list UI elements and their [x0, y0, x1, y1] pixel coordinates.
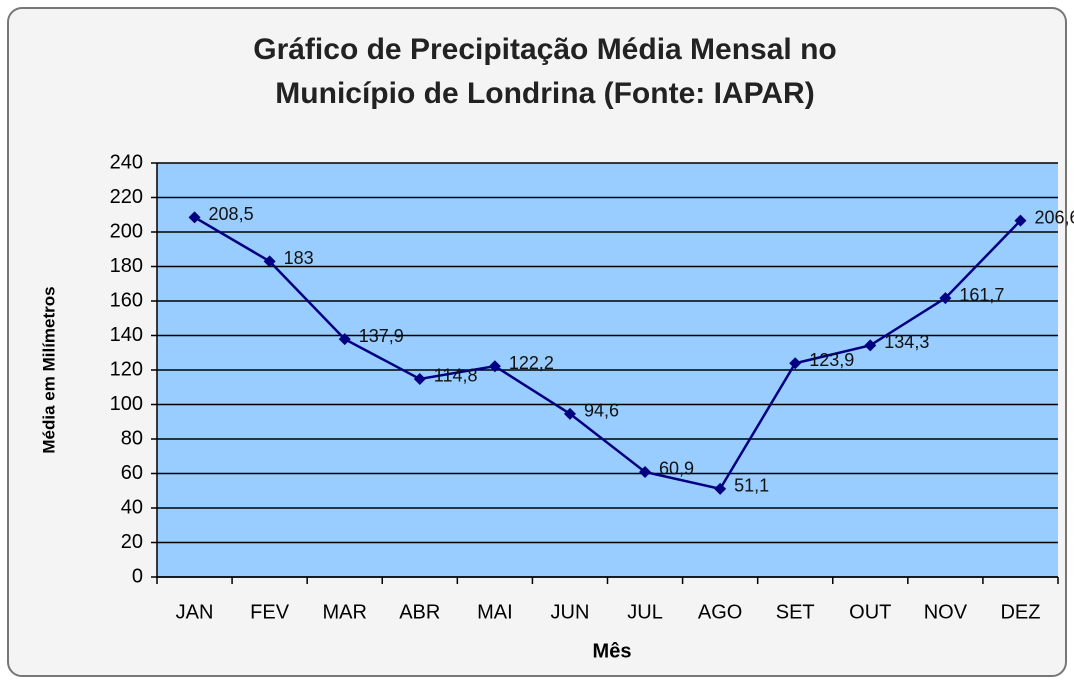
y-tick-label: 140	[110, 324, 143, 346]
data-label: 134,3	[884, 332, 929, 352]
y-tick-label: 180	[110, 255, 143, 277]
x-tick-label: SET	[776, 601, 815, 623]
data-label: 123,9	[809, 350, 854, 370]
line	[193, 216, 1022, 491]
data-label: 122,2	[509, 353, 554, 373]
marker	[639, 465, 652, 478]
x-tick-label: MAR	[322, 601, 366, 623]
y-tick-label: 20	[121, 531, 143, 553]
marker	[488, 360, 501, 373]
y-tick-label: 220	[110, 186, 143, 208]
data-label: 94,6	[584, 401, 619, 421]
marker	[939, 292, 952, 305]
y-tick-label: 160	[110, 289, 143, 311]
chart-title: Município de Londrina (Fonte: IAPAR)	[275, 77, 814, 110]
y-tick-label: 40	[121, 496, 143, 518]
marker	[263, 255, 276, 268]
x-tick-label: JUN	[551, 601, 590, 623]
y-tick-label: 80	[121, 427, 143, 449]
x-tick-label: DEZ	[1000, 601, 1040, 623]
data-label: 183	[284, 248, 314, 268]
x-tick-label: OUT	[849, 601, 891, 623]
y-tick-label: 0	[132, 565, 143, 587]
chart-title: Gráfico de Precipitação Média Mensal no	[253, 33, 837, 66]
marker	[338, 333, 351, 346]
marker	[563, 407, 576, 420]
x-tick-label: NOV	[924, 601, 968, 623]
data-label: 60,9	[659, 459, 694, 479]
data-label: 208,5	[209, 204, 254, 224]
y-tick-label: 120	[110, 358, 143, 380]
data-label: 114,8	[434, 366, 478, 386]
marker	[789, 357, 802, 370]
marker	[1014, 214, 1027, 227]
y-axis-label: Média em Milímetros	[39, 286, 58, 453]
marker	[413, 372, 426, 385]
x-tick-label: JUL	[627, 601, 663, 623]
x-tick-label: JAN	[176, 601, 214, 623]
x-tick-label: FEV	[250, 601, 290, 623]
y-tick-label: 100	[110, 393, 143, 415]
x-tick-label: AGO	[698, 601, 742, 623]
data-label: 51,1	[734, 476, 769, 496]
marker	[864, 339, 877, 352]
x-tick-label: ABR	[399, 601, 440, 623]
data-label: 137,9	[359, 326, 404, 346]
data-label: 161,7	[959, 285, 1004, 305]
y-tick-label: 200	[110, 220, 143, 242]
y-tick-label: 240	[110, 151, 143, 173]
x-axis-label: Mês	[593, 640, 632, 662]
marker	[188, 211, 201, 224]
data-label: 206,6	[1034, 207, 1074, 227]
y-tick-label: 60	[121, 462, 143, 484]
marker	[714, 482, 727, 495]
x-tick-label: MAI	[477, 601, 513, 623]
